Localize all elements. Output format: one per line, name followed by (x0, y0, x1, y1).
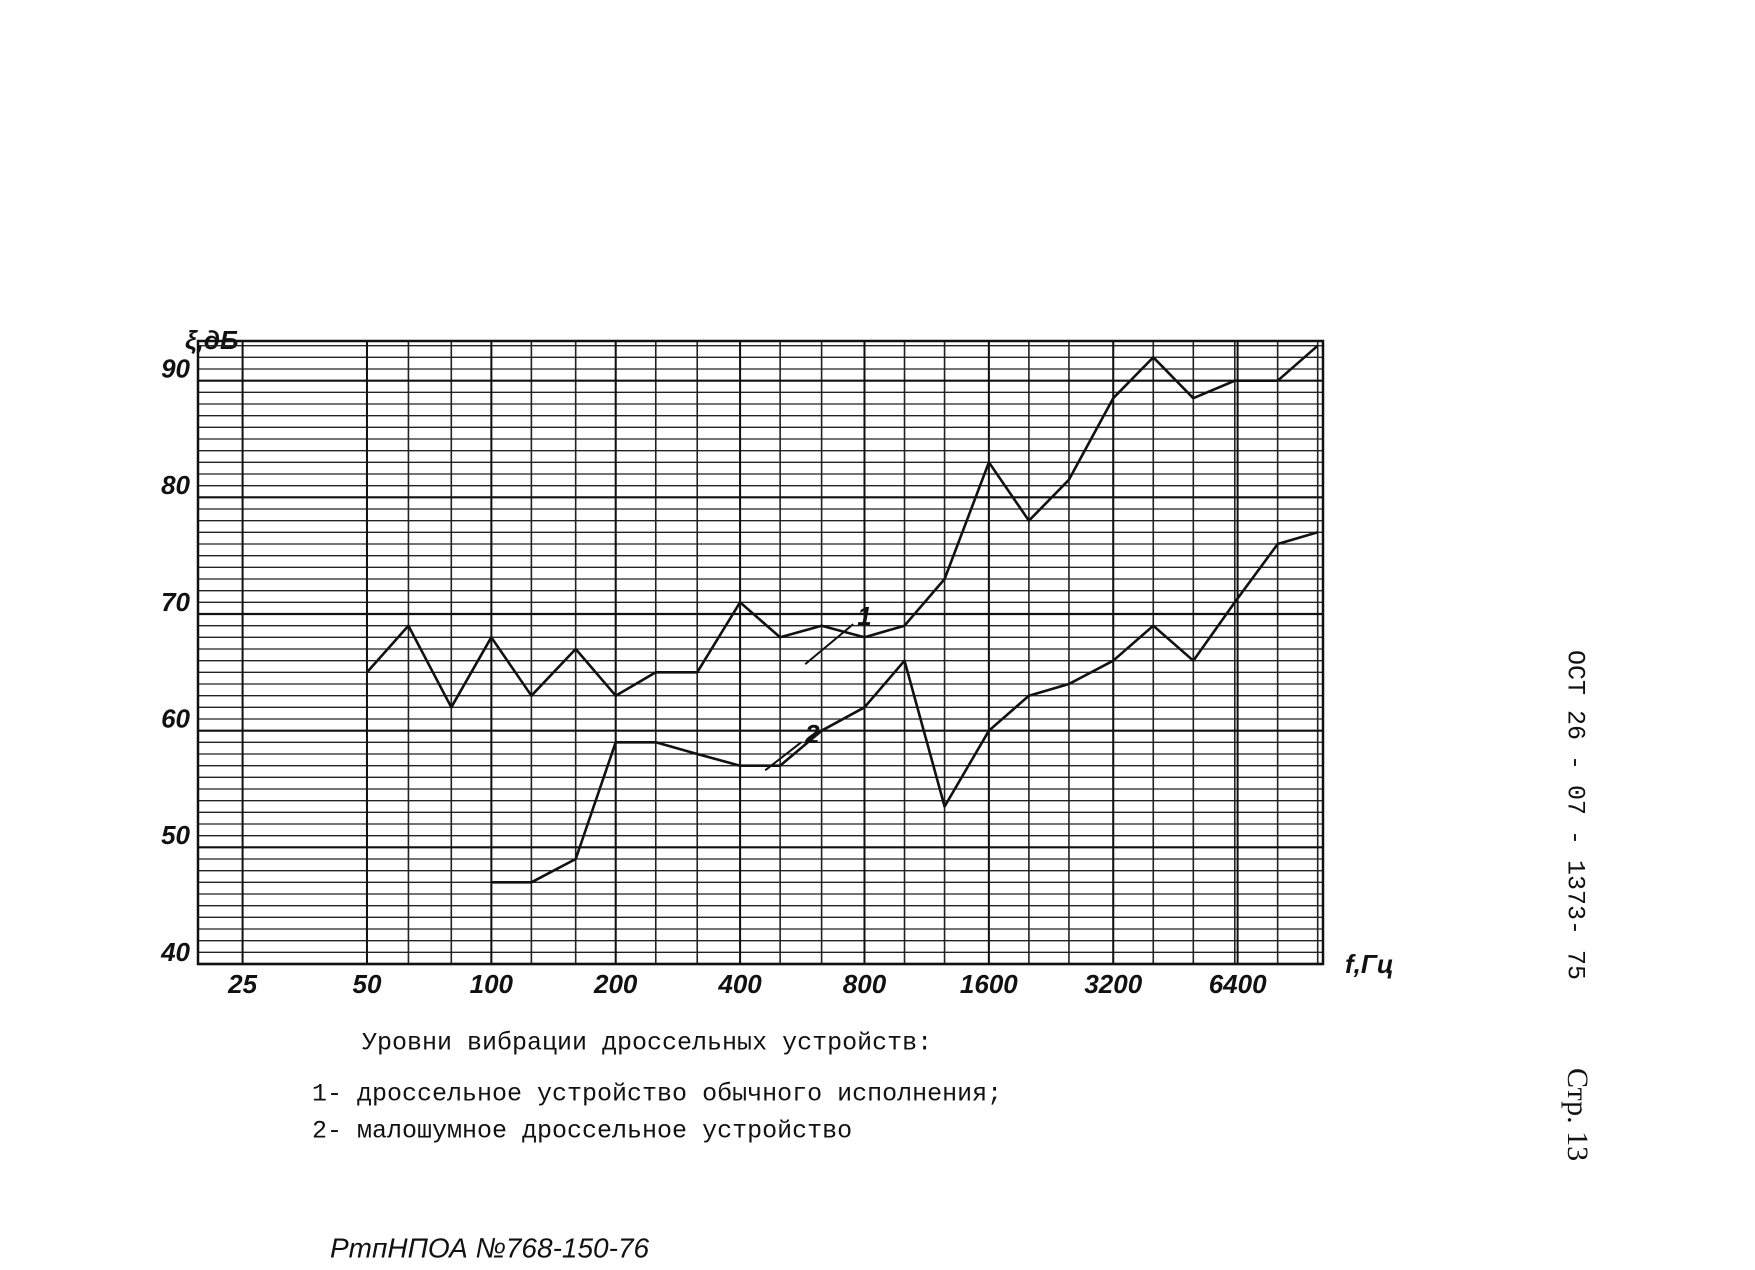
x-tick-label: 200 (593, 969, 638, 999)
x-tick-label: 50 (353, 969, 382, 999)
plot-frame (196, 339, 1325, 966)
document-code: ОСТ 26 - 07 - 1373- 75 (1560, 650, 1589, 980)
caption: 1- дроссельное устройство обычного испол… (312, 1080, 1002, 1109)
series-line (366, 344, 1319, 709)
x-tick-label: 100 (470, 969, 514, 999)
footer-note: РтпНПОА №768-150-76 (330, 1232, 650, 1263)
legend-label: 2 (804, 719, 820, 749)
x-tick-label: 6400 (1209, 969, 1267, 999)
caption: 2- малошумное дроссельное устройство (312, 1117, 852, 1146)
x-tick-label: 400 (717, 969, 762, 999)
y-tick-label: 80 (161, 470, 190, 500)
y-tick-label: 50 (161, 820, 190, 850)
x-tick-label: 800 (843, 969, 887, 999)
x-tick-label: 1600 (960, 969, 1018, 999)
legend-label: 1 (857, 601, 871, 631)
page-number: Стр. 13 (1561, 1068, 1594, 1161)
y-tick-label: 90 (161, 354, 190, 384)
y-tick-label: 40 (160, 937, 190, 967)
caption: Уровни вибрации дроссельных устройств: (362, 1029, 932, 1058)
y-tick-label: 70 (161, 587, 190, 617)
y-tick-label: 60 (161, 704, 190, 734)
x-axis-label: f,Гц (1345, 949, 1394, 979)
callout-line (804, 623, 854, 665)
x-tick-label: 25 (227, 969, 257, 999)
callout-line (764, 741, 802, 772)
series-line (491, 531, 1319, 884)
x-tick-label: 3200 (1084, 969, 1142, 999)
